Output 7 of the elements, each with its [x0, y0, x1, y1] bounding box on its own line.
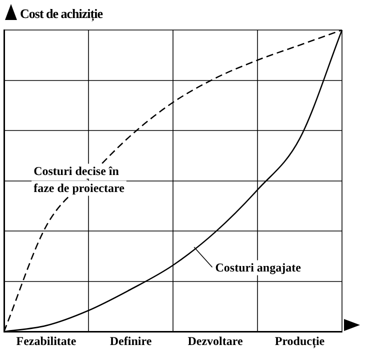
- x-tick-label: Fezabilitate: [16, 334, 77, 348]
- series-label: Costuri decise în faze de proiectare: [34, 164, 126, 195]
- x-tick-label: Producție: [274, 334, 326, 349]
- series-label: Costuri angajate: [215, 260, 302, 274]
- x-tick-label: Definire: [110, 334, 152, 348]
- x-tick-label: Dezvoltare: [188, 334, 244, 348]
- y-axis-title: Cost de achiziție: [20, 6, 102, 22]
